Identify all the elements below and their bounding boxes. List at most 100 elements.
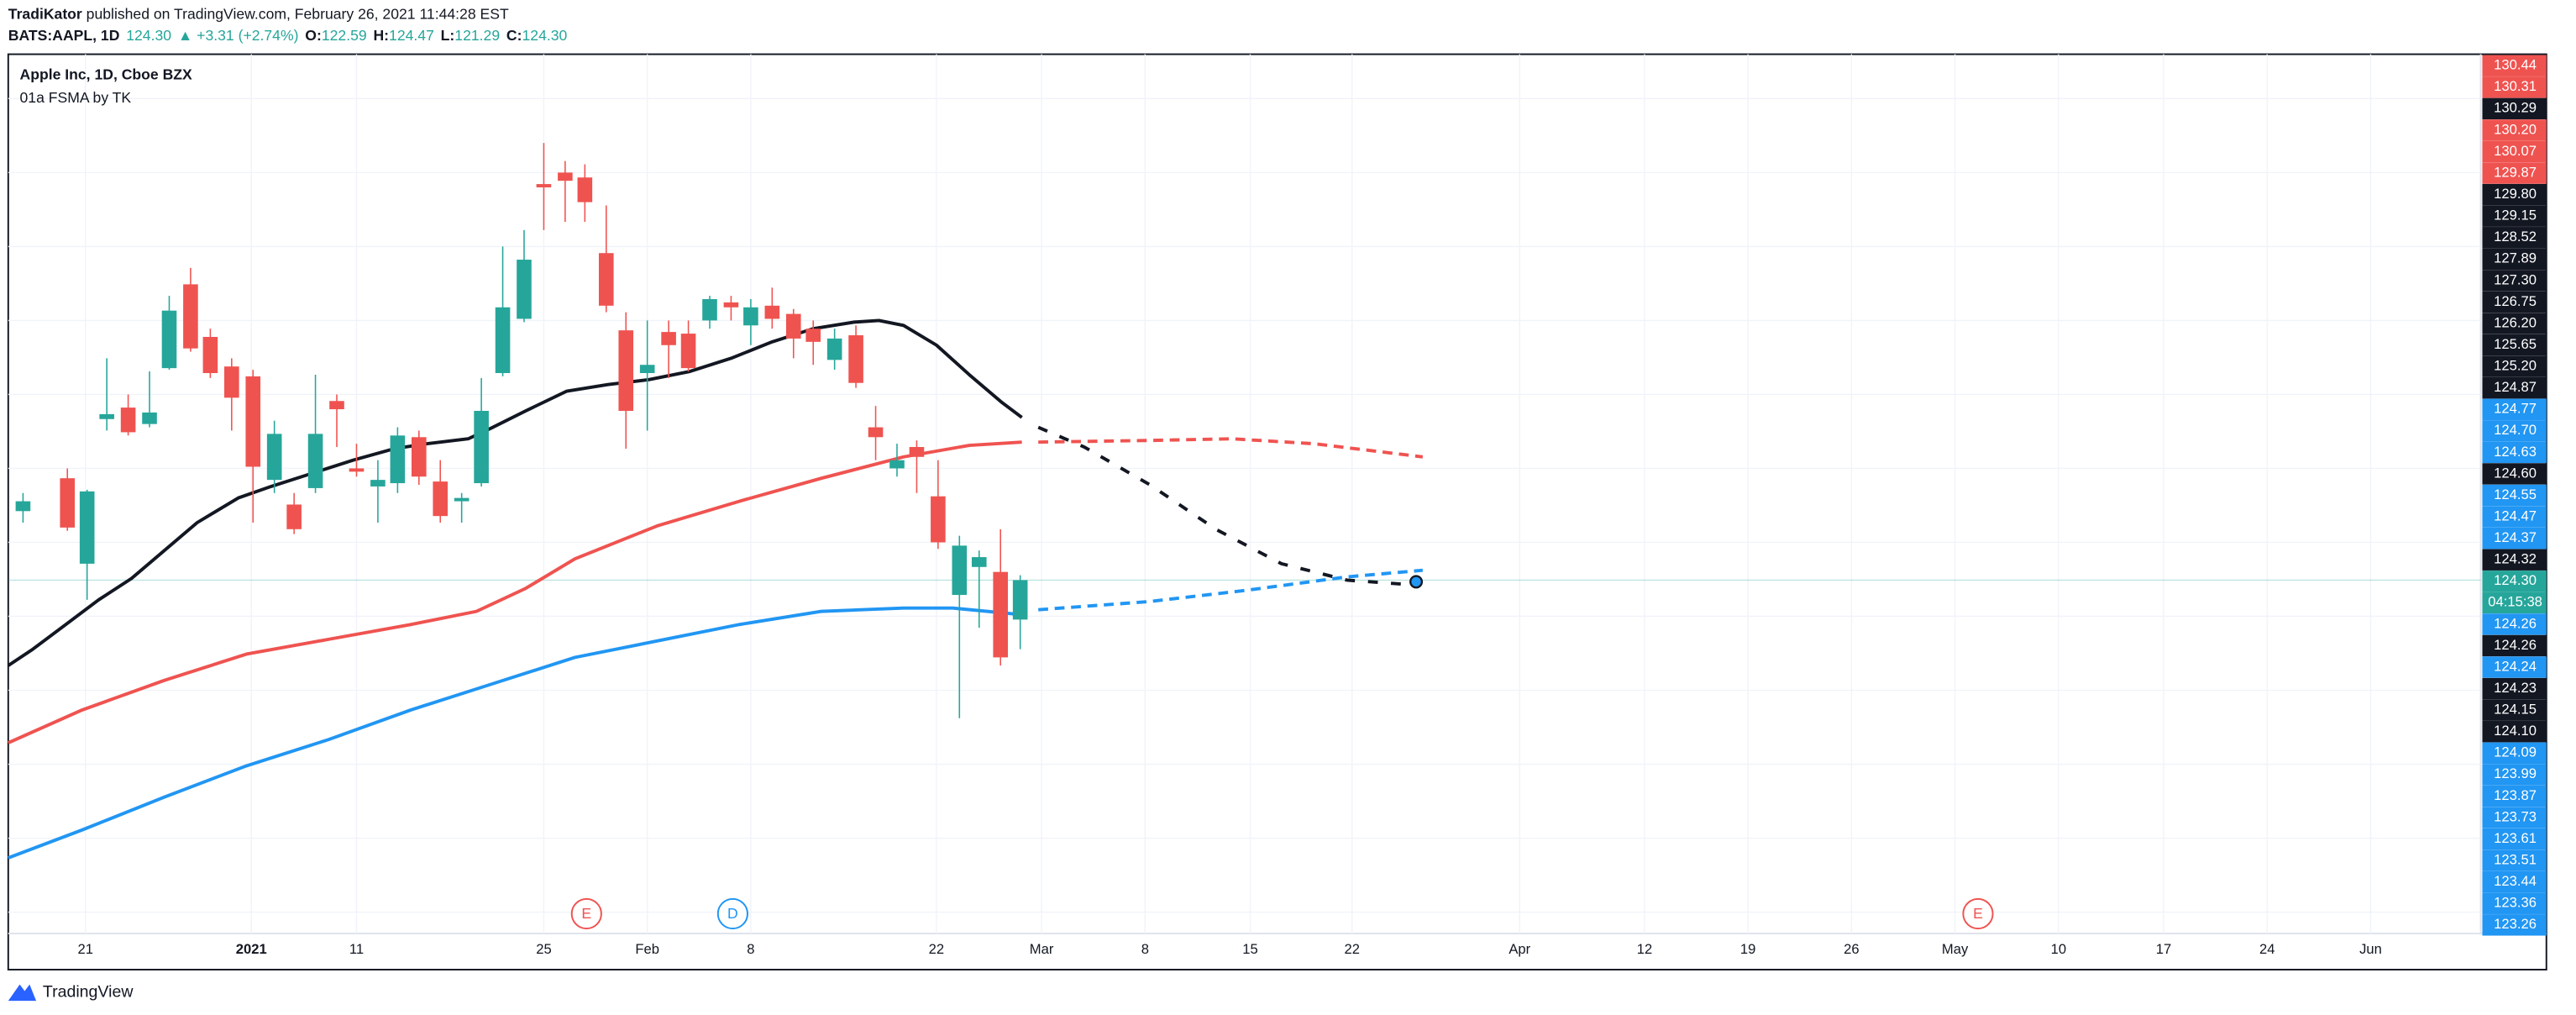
candle — [826, 329, 842, 371]
candle-body — [495, 307, 511, 374]
event-marker — [716, 897, 748, 930]
candle — [454, 492, 470, 523]
price-label-bg — [2482, 699, 2547, 721]
ohlc-value: 122.59 — [322, 27, 367, 44]
candle-body — [370, 480, 386, 486]
price-label: 123.51 — [2494, 852, 2537, 868]
candle — [79, 489, 95, 600]
price-label: 124.23 — [2494, 680, 2537, 696]
price-label-bg — [2482, 807, 2547, 828]
candle-body — [79, 491, 95, 564]
price-label: 124.87 — [2494, 379, 2537, 395]
price-label: 123.44 — [2494, 873, 2537, 889]
publisher-line: TradiKator published on TradingView.com,… — [8, 5, 509, 22]
candle — [99, 358, 114, 431]
price-label: 124.32 — [2494, 551, 2537, 567]
candle — [245, 370, 261, 523]
price-label-bg — [2482, 849, 2547, 871]
candle — [848, 325, 863, 388]
candle-body — [474, 410, 489, 484]
price-label: 129.87 — [2494, 164, 2537, 180]
price-label-bg — [2482, 721, 2547, 743]
candle — [161, 296, 177, 371]
candle-body — [723, 302, 739, 308]
candle — [60, 468, 76, 531]
candle — [952, 535, 968, 718]
price-label: 127.30 — [2494, 271, 2537, 287]
candle-body — [349, 468, 365, 472]
candle-body — [517, 260, 532, 319]
time-label: 11 — [349, 941, 364, 957]
price-label: 124.26 — [2494, 637, 2537, 653]
candle — [536, 143, 552, 230]
time-label: 24 — [2259, 941, 2274, 957]
time-label: Mar — [1030, 941, 1054, 957]
symbol: BATS:AAPL, 1D — [8, 27, 120, 44]
price-label-bg — [2482, 613, 2547, 635]
candle — [474, 377, 489, 486]
candle-body — [454, 497, 470, 502]
price-label: 123.87 — [2494, 787, 2537, 803]
footer-logo: TradingView — [8, 983, 134, 1002]
candle — [329, 394, 344, 448]
price-label: 124.24 — [2494, 658, 2537, 674]
candle-body — [848, 335, 863, 383]
legend-indicator: 01a FSMA by TK — [19, 89, 131, 106]
ma-red-projection — [1038, 437, 1424, 459]
time-label: 2021 — [236, 941, 267, 957]
price-label-bg — [2482, 484, 2547, 507]
price-label-bg — [2482, 742, 2547, 765]
price-label: 127.89 — [2494, 250, 2537, 266]
candle-body — [161, 310, 177, 369]
time-label: Feb — [635, 941, 659, 957]
candle-body — [909, 447, 925, 457]
candle-body — [1012, 580, 1028, 620]
price-label: 126.20 — [2494, 314, 2537, 330]
candle — [618, 312, 634, 449]
time-label: 21 — [77, 941, 92, 957]
price-label-bg — [2482, 571, 2547, 592]
candle-body — [142, 412, 157, 424]
price-label-bg — [2482, 270, 2547, 292]
candle-body — [971, 557, 987, 567]
candle-body — [931, 496, 946, 543]
time-label: May — [1942, 941, 1969, 957]
time-label: 17 — [2156, 941, 2171, 957]
price-label-bg — [2482, 355, 2547, 377]
candle — [639, 320, 655, 431]
legend-title: Apple Inc, 1D, Cboe BZX — [19, 66, 192, 83]
candle-body — [764, 305, 780, 319]
ohlc-value: 124.47 — [389, 27, 434, 44]
candle — [390, 427, 406, 493]
author: TradiKator — [8, 5, 82, 22]
candle — [202, 329, 218, 378]
price-label: 124.63 — [2494, 444, 2537, 460]
price-label-bg — [2482, 828, 2547, 850]
candle-body — [120, 408, 136, 433]
candle — [680, 320, 696, 372]
candle-body — [639, 365, 655, 374]
price-label: 129.15 — [2494, 208, 2537, 224]
ohlc-key: O: — [305, 27, 322, 44]
candle-body — [618, 330, 634, 411]
price-label-bg — [2482, 205, 2547, 227]
logo-icon — [8, 984, 37, 1002]
price-label-bg — [2482, 463, 2547, 485]
price-label: 123.99 — [2494, 765, 2537, 781]
price-label: 126.75 — [2494, 293, 2537, 309]
price-label-bg — [2482, 183, 2547, 206]
candle — [805, 320, 821, 366]
candle-body — [411, 437, 427, 477]
candle-body — [224, 366, 239, 398]
candle — [868, 406, 884, 460]
candle-body — [183, 284, 198, 349]
candle-body — [390, 435, 406, 484]
price-label-bg — [2482, 248, 2547, 271]
price-label-bg — [2482, 55, 2547, 76]
price-label: 125.20 — [2494, 358, 2537, 374]
candle — [743, 298, 758, 345]
price-label: 125.65 — [2494, 336, 2537, 352]
candle — [889, 444, 905, 477]
event-marker — [1962, 897, 1994, 930]
